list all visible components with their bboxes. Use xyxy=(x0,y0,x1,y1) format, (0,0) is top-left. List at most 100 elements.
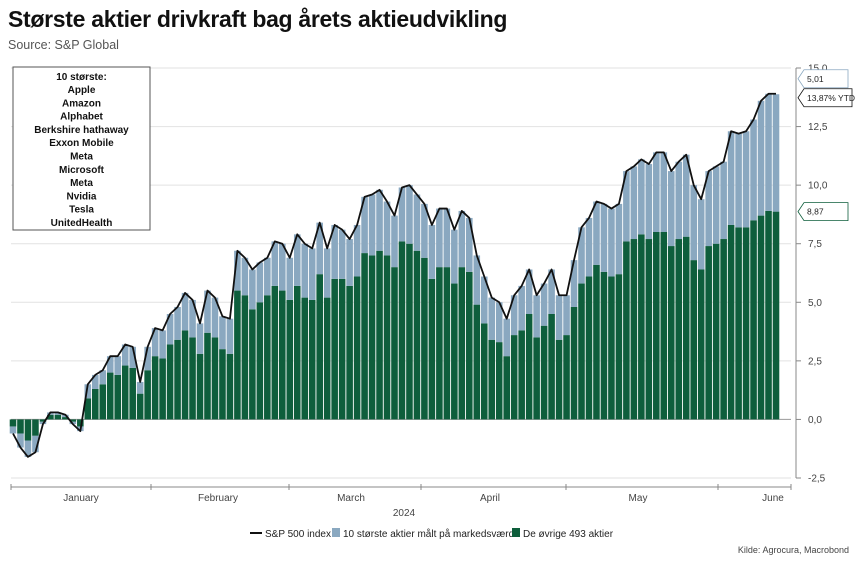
bar-rest xyxy=(540,325,548,420)
bar-rest xyxy=(376,250,383,420)
bar-top10 xyxy=(630,166,638,240)
bar-top10 xyxy=(727,131,735,225)
bar-top10 xyxy=(391,215,398,268)
bar-rest xyxy=(705,246,712,420)
bar-top10 xyxy=(136,381,144,394)
bar-rest xyxy=(578,283,585,420)
bar-top10 xyxy=(241,257,249,296)
bar-top10 xyxy=(256,262,264,303)
bar-rest xyxy=(241,295,249,420)
bar-rest xyxy=(47,414,54,420)
end-tag-top10 xyxy=(797,69,849,89)
bar-rest xyxy=(466,271,473,420)
bar-top10 xyxy=(518,285,525,331)
box-item: Microsoft xyxy=(59,165,105,176)
legend-swatch-top10 xyxy=(332,528,340,537)
bar-top10 xyxy=(495,302,503,343)
end-tag-index-label: 13,87% YTD xyxy=(807,93,855,103)
bar-rest xyxy=(690,260,698,420)
bar-rest xyxy=(77,419,84,427)
end-tags-group: 5,01 13,87% YTD 8,87 xyxy=(797,69,855,222)
bar-top10 xyxy=(750,119,757,221)
bar-rest xyxy=(406,243,413,420)
bar-top10 xyxy=(323,248,331,298)
bar-top10 xyxy=(166,314,174,345)
bar-rest xyxy=(413,250,421,420)
bar-top10 xyxy=(361,196,368,254)
bar-top10 xyxy=(211,297,219,338)
end-tag-rest xyxy=(797,202,849,222)
bar-rest xyxy=(226,353,234,420)
bar-rest xyxy=(279,290,286,420)
bar-top10 xyxy=(279,243,286,291)
bar-top10 xyxy=(9,426,17,434)
bar-top10 xyxy=(398,187,406,242)
bar-rest xyxy=(436,267,443,420)
bar-rest xyxy=(398,241,406,420)
legend-swatch-rest xyxy=(512,528,520,537)
chart-subtitle: Source: S&P Global xyxy=(8,38,119,52)
bar-top10 xyxy=(204,290,211,333)
bar-top10 xyxy=(570,260,578,307)
box-item: Berkshire hathaway xyxy=(34,125,129,136)
x-tick-label: January xyxy=(63,493,99,504)
bar-top10 xyxy=(436,208,443,268)
bar-rest xyxy=(488,339,496,420)
bar-top10 xyxy=(480,276,488,324)
bar-top10 xyxy=(383,201,391,256)
bar-rest xyxy=(585,276,593,420)
bar-rest xyxy=(331,278,338,420)
box-item: Tesla xyxy=(69,205,94,216)
bar-top10 xyxy=(196,323,204,354)
index-line-group xyxy=(12,92,776,458)
bar-rest xyxy=(271,285,279,420)
bar-rest xyxy=(458,267,466,420)
bar-rest xyxy=(106,372,114,420)
bar-rest xyxy=(510,335,518,420)
bar-rest xyxy=(712,243,720,420)
bar-top10 xyxy=(600,203,608,272)
y-tick-label: -2,5 xyxy=(808,474,826,485)
bar-rest xyxy=(24,419,32,441)
bar-top10 xyxy=(682,154,690,237)
bar-top10 xyxy=(331,224,338,279)
legend-label-rest: De øvrige 493 aktier xyxy=(523,529,614,540)
bar-top10 xyxy=(376,189,383,251)
bar-top10 xyxy=(286,257,294,300)
box-item: Nvidia xyxy=(66,191,96,202)
y-tick-label: 7,5 xyxy=(808,239,822,250)
bar-rest xyxy=(286,299,294,420)
bar-top10 xyxy=(585,217,593,277)
bar-rest xyxy=(69,419,77,422)
bar-top10 xyxy=(503,318,510,357)
bar-rest xyxy=(211,337,219,420)
bar-rest xyxy=(750,220,757,420)
x-axis-label: 2024 xyxy=(393,508,416,519)
box-item: Meta xyxy=(70,178,93,189)
bar-top10 xyxy=(151,328,159,357)
bar-rest xyxy=(84,398,92,420)
bar-rest xyxy=(383,255,391,420)
bar-top10 xyxy=(608,208,615,277)
bar-rest xyxy=(548,314,555,420)
bar-rest xyxy=(421,257,428,420)
x-tick-label: February xyxy=(198,493,238,504)
bar-rest xyxy=(129,367,136,420)
bar-rest xyxy=(264,295,271,420)
bar-top10 xyxy=(234,250,241,291)
bar-top10 xyxy=(264,257,271,296)
bar-top10 xyxy=(473,255,481,305)
bar-rest xyxy=(563,335,570,420)
bar-rest xyxy=(361,253,368,420)
bar-top10 xyxy=(458,210,466,268)
bar-top10 xyxy=(174,306,181,340)
bar-rest xyxy=(772,211,780,420)
y-tick-label: 12,5 xyxy=(808,122,828,133)
bar-top10 xyxy=(466,217,473,272)
bar-top10 xyxy=(293,234,301,286)
bar-rest xyxy=(570,306,578,420)
bar-rest xyxy=(17,419,24,434)
bar-rest xyxy=(555,339,563,420)
bar-rest xyxy=(660,232,668,420)
